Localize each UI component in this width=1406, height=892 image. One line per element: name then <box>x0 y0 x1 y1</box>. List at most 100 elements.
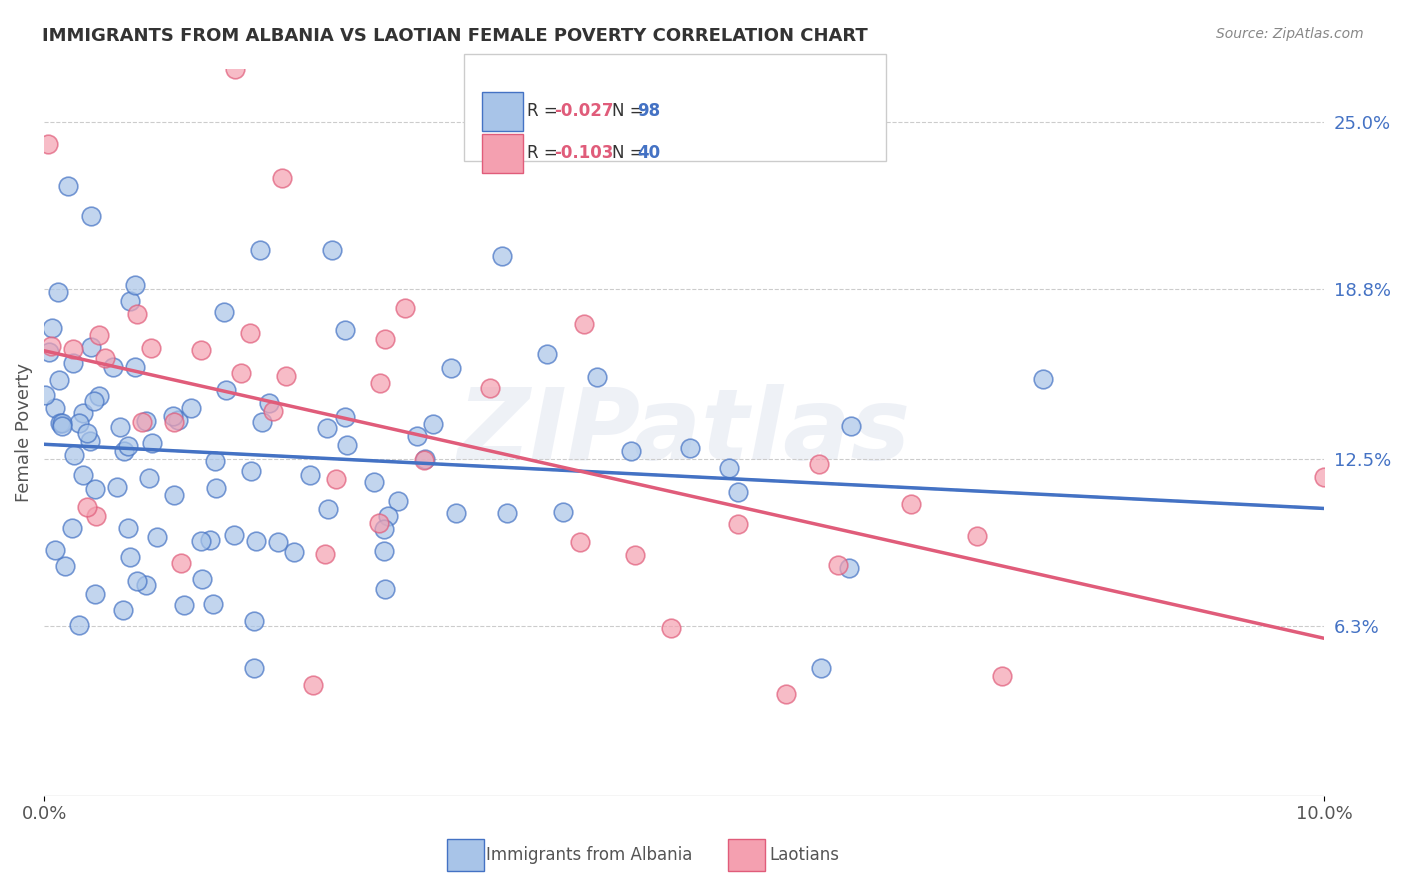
Point <box>204 482 226 496</box>
Point <box>166 413 188 427</box>
Text: Immigrants from Albania: Immigrants from Albania <box>486 847 693 864</box>
Point <box>48 417 70 431</box>
Point <box>315 420 337 434</box>
Point <box>34 388 56 402</box>
Point <box>62 342 84 356</box>
Point <box>162 409 184 423</box>
Point <box>141 341 163 355</box>
Point <box>807 457 830 471</box>
Point <box>44 543 66 558</box>
Point <box>336 438 359 452</box>
Point <box>333 410 356 425</box>
Point <box>135 414 157 428</box>
Point <box>76 425 98 440</box>
Point <box>229 367 252 381</box>
Point <box>679 442 702 456</box>
Point <box>368 516 391 530</box>
Point <box>239 464 262 478</box>
Point <box>551 505 574 519</box>
Point <box>377 509 399 524</box>
Point <box>727 485 749 500</box>
Point <box>202 597 225 611</box>
Point <box>41 321 63 335</box>
Point <box>173 599 195 613</box>
Point <box>250 415 273 429</box>
Point <box>536 346 558 360</box>
Point <box>245 533 267 548</box>
Point <box>413 451 436 466</box>
Point <box>101 359 124 374</box>
Point <box>267 535 290 549</box>
Point <box>363 475 385 489</box>
Text: -0.027: -0.027 <box>554 103 613 120</box>
Point <box>496 506 519 520</box>
Point <box>325 473 347 487</box>
Point <box>222 527 245 541</box>
Point <box>87 328 110 343</box>
Point <box>124 360 146 375</box>
Point <box>624 548 647 562</box>
Text: 98: 98 <box>637 103 659 120</box>
Point <box>83 393 105 408</box>
Point <box>373 522 395 536</box>
Point <box>46 285 69 299</box>
Point <box>387 493 409 508</box>
Point <box>55 558 77 573</box>
Point <box>204 454 226 468</box>
Point <box>316 501 339 516</box>
Point <box>48 374 70 388</box>
Point <box>38 345 60 359</box>
Point <box>120 293 142 308</box>
Point <box>76 500 98 514</box>
Point <box>125 307 148 321</box>
Point <box>180 401 202 416</box>
Point <box>117 439 139 453</box>
Point <box>276 368 298 383</box>
Point <box>131 415 153 429</box>
Point <box>67 617 90 632</box>
Point <box>394 301 416 315</box>
Point <box>839 418 862 433</box>
Point <box>440 361 463 376</box>
Text: Source: ZipAtlas.com: Source: ZipAtlas.com <box>1216 27 1364 41</box>
Point <box>827 558 849 572</box>
Point <box>67 417 90 431</box>
Point <box>72 406 94 420</box>
Point <box>94 351 117 366</box>
Point <box>72 468 94 483</box>
Point <box>262 404 284 418</box>
Point <box>444 506 467 520</box>
Text: R =: R = <box>527 145 564 162</box>
Point <box>117 521 139 535</box>
Point <box>37 136 59 151</box>
Point <box>406 429 429 443</box>
Point <box>966 529 988 543</box>
Point <box>87 389 110 403</box>
Point <box>86 508 108 523</box>
Point <box>135 578 157 592</box>
Text: ZIPatlas: ZIPatlas <box>457 384 911 481</box>
Point <box>124 278 146 293</box>
Point <box>838 561 860 575</box>
Point <box>373 544 395 558</box>
Point <box>249 244 271 258</box>
Point <box>112 602 135 616</box>
Point <box>84 587 107 601</box>
Point <box>63 448 86 462</box>
Point <box>214 305 236 319</box>
Point <box>51 416 73 430</box>
Point <box>200 533 222 547</box>
Text: Laotians: Laotians <box>769 847 839 864</box>
Point <box>62 521 84 535</box>
Text: 40: 40 <box>637 145 659 162</box>
Point <box>118 550 141 565</box>
Point <box>990 669 1012 683</box>
Point <box>215 383 238 397</box>
Point <box>1313 470 1336 484</box>
Point <box>239 326 262 340</box>
Point <box>39 338 62 352</box>
Point <box>163 415 186 429</box>
Point <box>718 460 741 475</box>
Point <box>170 556 193 570</box>
Point <box>491 249 513 263</box>
